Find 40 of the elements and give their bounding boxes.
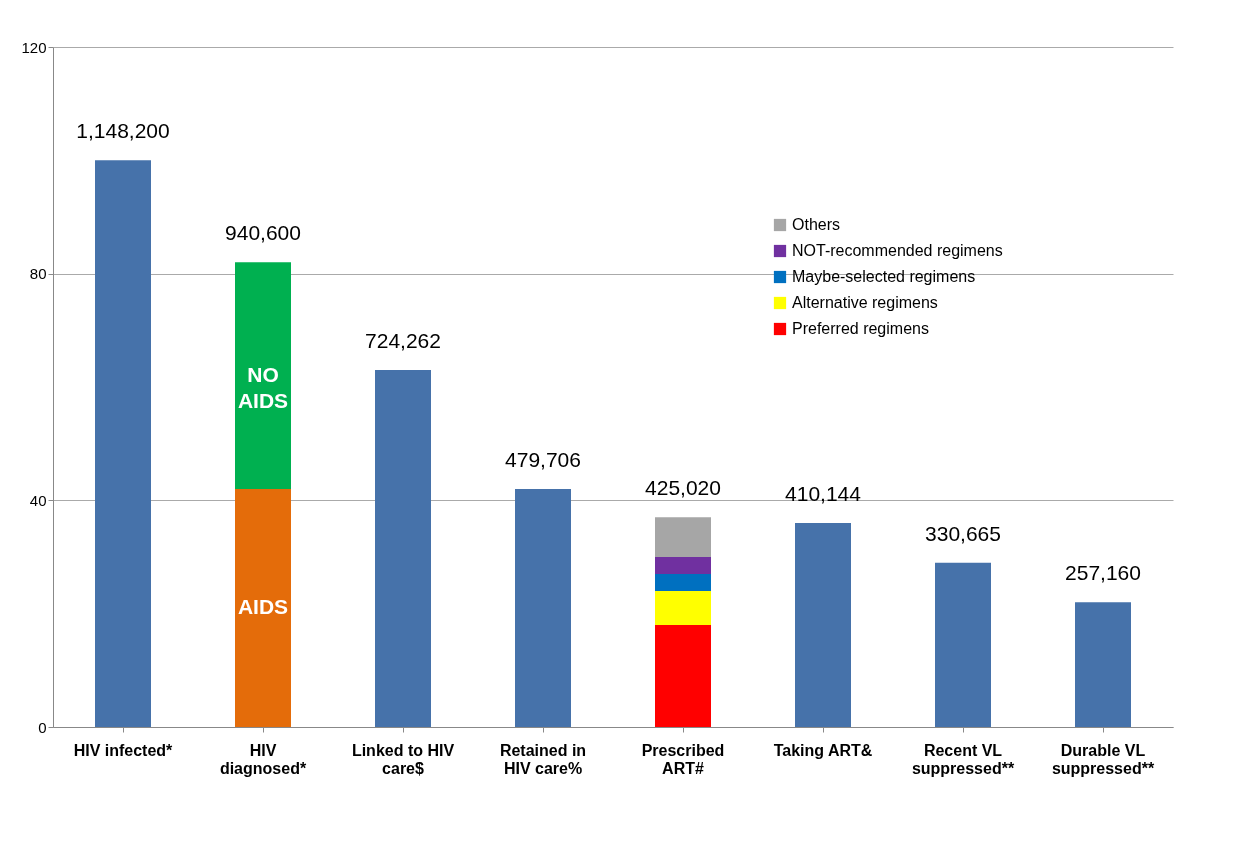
x-tick-label: Retained in HIV care% [499, 741, 587, 777]
bar [95, 160, 151, 727]
series-label: AIDS [237, 595, 289, 618]
legend-label: Others [792, 216, 841, 233]
y-tick-label: 0 [38, 718, 47, 736]
x-tick-label: Prescribed ART# [641, 741, 725, 777]
y-tick-label: 40 [29, 491, 47, 509]
series-label: NO AIDS [237, 362, 289, 412]
bar [235, 489, 291, 727]
bar [655, 591, 711, 625]
annotation: 940,600 [225, 221, 301, 245]
annotation: 479,706 [505, 448, 581, 471]
bar [795, 523, 851, 727]
x-tick-label: HIV diagnosed* [219, 741, 307, 777]
bar [935, 562, 991, 727]
x-tick-label: HIV infected* [73, 741, 174, 759]
annotation: 410,144 [785, 482, 862, 505]
bar [515, 489, 571, 727]
bar [1075, 602, 1131, 727]
bar [655, 574, 711, 591]
x-tick-label: Linked to HIV care$ [351, 741, 455, 777]
annotation: 1,148,200 [76, 119, 170, 143]
bar [655, 625, 711, 727]
bar [375, 370, 431, 727]
legend-label: NOT-recommended regimens [792, 242, 1003, 259]
bar [235, 262, 291, 489]
legend-label: Preferred regimens [792, 320, 929, 337]
annotation: 724,262 [365, 329, 441, 352]
legend-label: Maybe-selected regimens [792, 268, 976, 285]
bar [655, 557, 711, 574]
x-tick-label: Taking ART& [773, 741, 873, 759]
y-tick-label: 80 [29, 265, 47, 283]
bar [655, 517, 711, 557]
x-tick-label: Recent VL suppressed** [911, 741, 1015, 777]
y-tick-label: 120 [21, 38, 47, 56]
legend-label: Alternative regimens [792, 294, 938, 311]
annotation: 330,665 [925, 521, 1001, 545]
annotation: 257,160 [1065, 561, 1141, 585]
annotation: 425,020 [645, 476, 721, 500]
x-tick-label: Durable VL suppressed** [1051, 741, 1155, 777]
